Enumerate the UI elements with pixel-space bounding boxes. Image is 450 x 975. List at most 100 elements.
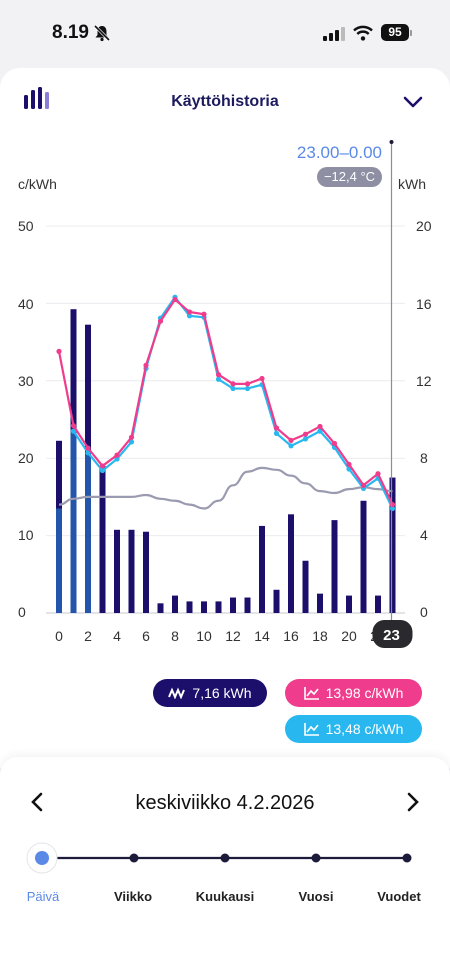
left-tick: 10 bbox=[18, 527, 34, 543]
right-tick: 0 bbox=[420, 604, 428, 620]
x-tick-label: 20 bbox=[341, 628, 357, 644]
usage-price-chart[interactable]: 024681012141618202223 bbox=[0, 0, 450, 680]
price-pink-line-point bbox=[143, 362, 149, 368]
bar bbox=[288, 514, 294, 613]
period-day[interactable]: Päivä bbox=[26, 889, 60, 904]
price-pink-line-point bbox=[230, 381, 236, 387]
wifi-icon bbox=[353, 25, 373, 41]
price-pink-line-point bbox=[389, 502, 396, 508]
price-blue-line-point bbox=[302, 436, 309, 442]
cellular-signal-icon bbox=[323, 27, 345, 41]
price-pink-line-point bbox=[360, 482, 367, 488]
period-stop-week[interactable] bbox=[129, 853, 139, 863]
right-tick: 4 bbox=[420, 527, 428, 543]
x-tick-label: 14 bbox=[254, 628, 270, 644]
price-pink-line-point bbox=[85, 445, 91, 451]
bar-chart-icon[interactable] bbox=[24, 87, 50, 109]
x-tick-label: 0 bbox=[55, 628, 63, 644]
price-pink-line-point bbox=[375, 471, 381, 477]
price-blue-line-point bbox=[114, 456, 120, 462]
bar bbox=[215, 601, 222, 613]
page-title: Käyttöhistoria bbox=[171, 93, 279, 110]
bar bbox=[331, 520, 338, 613]
bar bbox=[128, 529, 135, 613]
right-tick: 16 bbox=[416, 296, 432, 312]
price-pink-line-point bbox=[317, 423, 323, 430]
next-day-button[interactable] bbox=[406, 792, 420, 816]
period-stop-month[interactable] bbox=[220, 853, 230, 863]
right-tick: 8 bbox=[420, 450, 428, 466]
bar bbox=[244, 597, 251, 613]
price-blue-line-point bbox=[99, 467, 106, 474]
period-year[interactable]: Vuosi bbox=[298, 889, 334, 904]
right-tick: 20 bbox=[416, 218, 432, 234]
status-time: 8.19 bbox=[52, 22, 89, 43]
price-pink-line bbox=[57, 297, 394, 506]
price-pink-line-point bbox=[259, 375, 265, 382]
period-month[interactable]: Kuukausi bbox=[195, 889, 255, 904]
price-pink-line-point bbox=[70, 423, 77, 429]
bar bbox=[186, 601, 193, 613]
bar bbox=[230, 597, 236, 613]
period-slider[interactable] bbox=[0, 830, 450, 890]
selected-date: keskiviikko 4.2.2026 bbox=[135, 792, 315, 814]
left-tick: 50 bbox=[18, 218, 34, 234]
price-pink-line-point bbox=[346, 461, 352, 467]
x-tick-label: 12 bbox=[225, 628, 241, 644]
price-pink-line-point bbox=[201, 311, 207, 317]
price-pink-line-point bbox=[288, 437, 294, 443]
period-week[interactable]: Viikko bbox=[113, 889, 153, 904]
temperature-badge: −12,4 °C bbox=[317, 167, 382, 187]
price-pink-line-point bbox=[302, 431, 309, 437]
price-pink-line-point bbox=[186, 309, 193, 315]
selected-time-range: 23.00–0.00 bbox=[296, 143, 382, 162]
period-stop-year[interactable] bbox=[311, 853, 321, 863]
price-pink-line-point bbox=[244, 381, 251, 387]
x-tick-label: 2 bbox=[84, 628, 92, 644]
x-tick-label: 10 bbox=[196, 628, 212, 644]
x-tick-label: 18 bbox=[312, 628, 328, 644]
price-pink-legend-pill[interactable]: 13,98 c/kWh bbox=[285, 679, 422, 707]
price-pink-line-point bbox=[56, 348, 62, 354]
bar bbox=[360, 500, 367, 613]
bar bbox=[143, 531, 149, 613]
x-tick-label: 8 bbox=[171, 628, 179, 644]
price-pink-line-point bbox=[172, 296, 178, 303]
period-stop-years[interactable] bbox=[402, 853, 412, 863]
selection-cursor bbox=[389, 140, 394, 620]
price-blue-line-point bbox=[273, 430, 280, 437]
right-tick: 12 bbox=[416, 373, 432, 389]
price-blue-line-point bbox=[244, 385, 251, 392]
bar bbox=[99, 465, 106, 613]
price-pink-line-point bbox=[128, 434, 135, 440]
price-pink-line-point bbox=[99, 463, 106, 469]
chevron-right-icon bbox=[407, 792, 419, 812]
line-chart-icon bbox=[303, 687, 319, 700]
price-blue-legend-pill[interactable]: 13,48 c/kWh bbox=[285, 715, 422, 743]
price-blue-line-point bbox=[186, 313, 193, 319]
price-blue-line-point bbox=[215, 376, 222, 382]
x-tick-label: 16 bbox=[283, 628, 299, 644]
line-chart-icon bbox=[303, 723, 319, 736]
price-pink-value: 13,98 c/kWh bbox=[325, 685, 404, 701]
battery-indicator: 95 bbox=[381, 24, 409, 41]
bar bbox=[317, 593, 323, 613]
power-wave-icon bbox=[168, 687, 186, 700]
price-blue-line-point bbox=[128, 439, 135, 445]
bar bbox=[172, 595, 178, 613]
bar bbox=[157, 603, 164, 613]
previous-day-button[interactable] bbox=[30, 792, 44, 816]
status-bar: 8.19 95 bbox=[0, 0, 450, 66]
left-tick: 30 bbox=[18, 373, 34, 389]
chevron-down-icon[interactable] bbox=[403, 95, 423, 109]
bar-segment bbox=[70, 429, 77, 613]
period-years[interactable]: Vuodet bbox=[377, 889, 421, 904]
selection-line-dot bbox=[389, 140, 394, 144]
kwh-legend-pill[interactable]: 7,16 kWh bbox=[153, 679, 267, 707]
price-blue-line-point bbox=[85, 450, 91, 456]
price-blue-line-point bbox=[230, 385, 236, 392]
left-axis-label: c/kWh bbox=[18, 176, 57, 192]
bar-segment bbox=[56, 508, 62, 613]
left-tick: 40 bbox=[18, 296, 34, 312]
battery-tip bbox=[410, 30, 412, 36]
